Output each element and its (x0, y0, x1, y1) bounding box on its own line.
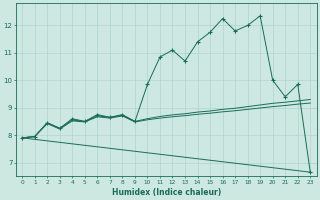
X-axis label: Humidex (Indice chaleur): Humidex (Indice chaleur) (112, 188, 221, 197)
